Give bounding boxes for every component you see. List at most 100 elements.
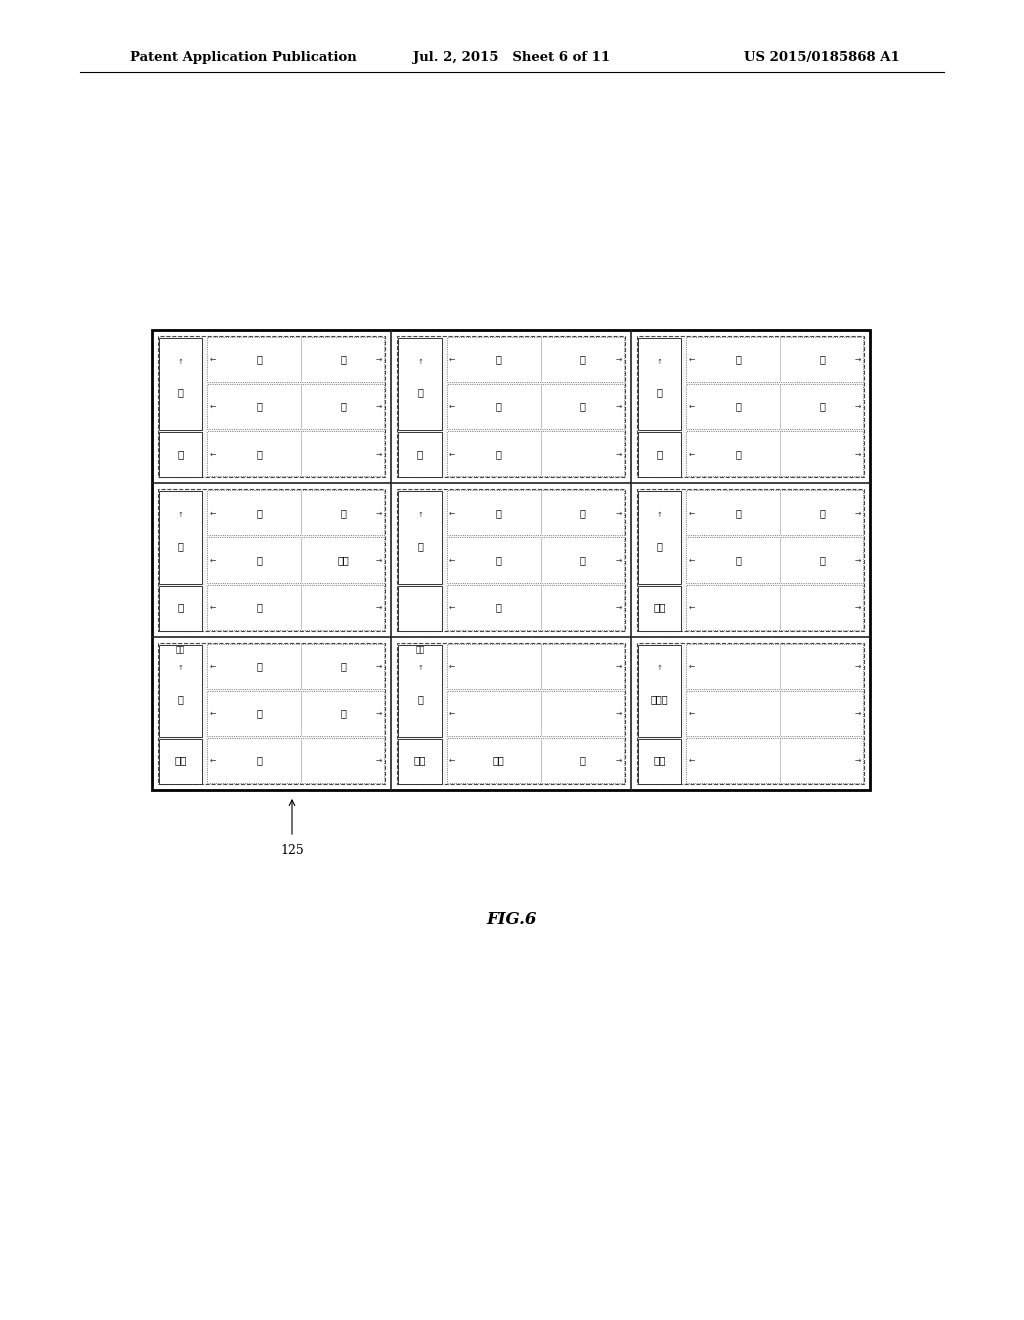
Text: US 2015/0185868 A1: US 2015/0185868 A1 (744, 51, 900, 65)
Text: ←: ← (688, 709, 694, 718)
Text: ←: ← (688, 756, 694, 766)
Text: →: → (855, 508, 861, 517)
Text: ←: ← (449, 556, 456, 565)
Text: →: → (855, 355, 861, 364)
Text: ಬ: ಬ (496, 554, 502, 565)
Text: ಂ: ಂ (580, 755, 586, 766)
Bar (208, 738, 384, 783)
Text: ಮ: ಮ (496, 602, 502, 612)
Text: →: → (855, 661, 861, 671)
Bar (398, 338, 441, 430)
Text: ಜ: ಜ (256, 449, 262, 459)
Text: ←: ← (688, 449, 694, 458)
Text: ಉ: ಉ (656, 388, 663, 397)
Bar (686, 490, 863, 536)
Text: 125: 125 (281, 843, 304, 857)
Bar (398, 739, 441, 784)
Text: ಲಾ: ಲಾ (414, 755, 426, 766)
Text: ಇ: ಇ (417, 388, 423, 397)
Bar (398, 644, 441, 737)
Text: →: → (376, 449, 382, 458)
Text: ಳ: ಳ (735, 449, 741, 459)
Bar (638, 739, 681, 784)
Bar (637, 490, 864, 631)
Text: ಖ: ಖ (340, 355, 346, 364)
Text: ↑: ↑ (178, 359, 183, 364)
Text: ಏ: ಏ (417, 541, 423, 550)
Text: →: → (855, 556, 861, 565)
Text: ↑: ↑ (417, 512, 423, 517)
Text: →: → (615, 709, 622, 718)
Text: ←: ← (449, 661, 456, 671)
Text: ↑: ↑ (178, 512, 183, 517)
Bar (638, 491, 681, 583)
Text: FIG.6: FIG.6 (486, 912, 538, 928)
Text: →: → (376, 603, 382, 611)
Bar (397, 337, 625, 478)
Bar (159, 586, 203, 631)
Text: ಖೂ: ಖೂ (416, 645, 425, 653)
Text: ಅ: ಅ (178, 388, 183, 397)
Bar (397, 643, 625, 784)
Text: →: → (615, 603, 622, 611)
Text: ತ: ತ (496, 355, 502, 364)
Text: ಛ: ಛ (340, 508, 346, 517)
Text: Jul. 2, 2015   Sheet 6 of 11: Jul. 2, 2015 Sheet 6 of 11 (414, 51, 610, 65)
Text: ಠ: ಠ (340, 661, 346, 672)
Text: Patent Application Publication: Patent Application Publication (130, 51, 356, 65)
Text: ↑: ↑ (656, 665, 663, 672)
Bar (686, 537, 863, 582)
Bar (686, 644, 863, 689)
Text: ದ: ದ (496, 401, 502, 412)
Bar (446, 490, 624, 536)
Text: →: → (376, 403, 382, 411)
Text: ಘ: ಘ (340, 401, 346, 412)
Text: ಭ: ಭ (580, 554, 586, 565)
Bar (159, 644, 203, 737)
Text: ←: ← (210, 709, 216, 718)
Bar (159, 491, 203, 583)
Text: →: → (615, 756, 622, 766)
Bar (208, 690, 384, 735)
Text: ಊ: ಊ (656, 449, 663, 459)
Bar (638, 338, 681, 430)
Text: ↑: ↑ (178, 665, 183, 672)
Bar (638, 586, 681, 631)
Text: ←: ← (449, 403, 456, 411)
Text: →: → (855, 403, 861, 411)
Text: ನ: ನ (496, 449, 502, 459)
Text: ←: ← (449, 603, 456, 611)
Text: ಶ: ಶ (735, 508, 741, 517)
Bar (446, 537, 624, 582)
Text: ←: ← (688, 355, 694, 364)
Bar (638, 432, 681, 478)
Text: ಗ: ಗ (256, 401, 262, 412)
Text: ಹ: ಹ (819, 554, 825, 565)
Bar (159, 739, 203, 784)
Text: →: → (615, 661, 622, 671)
Text: →: → (855, 709, 861, 718)
Text: ಧ: ಧ (580, 401, 586, 412)
Text: ವ: ವ (819, 401, 825, 412)
Text: ಓ: ಓ (656, 541, 663, 550)
Bar (208, 585, 384, 630)
Text: →: → (376, 508, 382, 517)
Text: ಥ: ಥ (580, 355, 586, 364)
Text: ಕ್ಷ: ಕ್ಷ (650, 694, 669, 704)
Text: ಲಾ: ಲಾ (174, 755, 187, 766)
Bar (397, 490, 625, 631)
Text: ಅಂ: ಅಂ (653, 602, 666, 612)
Bar (686, 585, 863, 630)
Text: →: → (376, 355, 382, 364)
Text: ←: ← (688, 556, 694, 565)
Text: ↑: ↑ (656, 512, 663, 517)
Text: ಪ: ಪ (496, 508, 502, 517)
Bar (686, 690, 863, 735)
Bar (446, 644, 624, 689)
Text: →: → (376, 709, 382, 718)
Text: ಕ: ಕ (256, 355, 262, 364)
Text: ಐ: ಐ (177, 602, 184, 612)
Text: ಣ: ಣ (256, 755, 262, 766)
Text: →: → (855, 449, 861, 458)
Bar (446, 585, 624, 630)
